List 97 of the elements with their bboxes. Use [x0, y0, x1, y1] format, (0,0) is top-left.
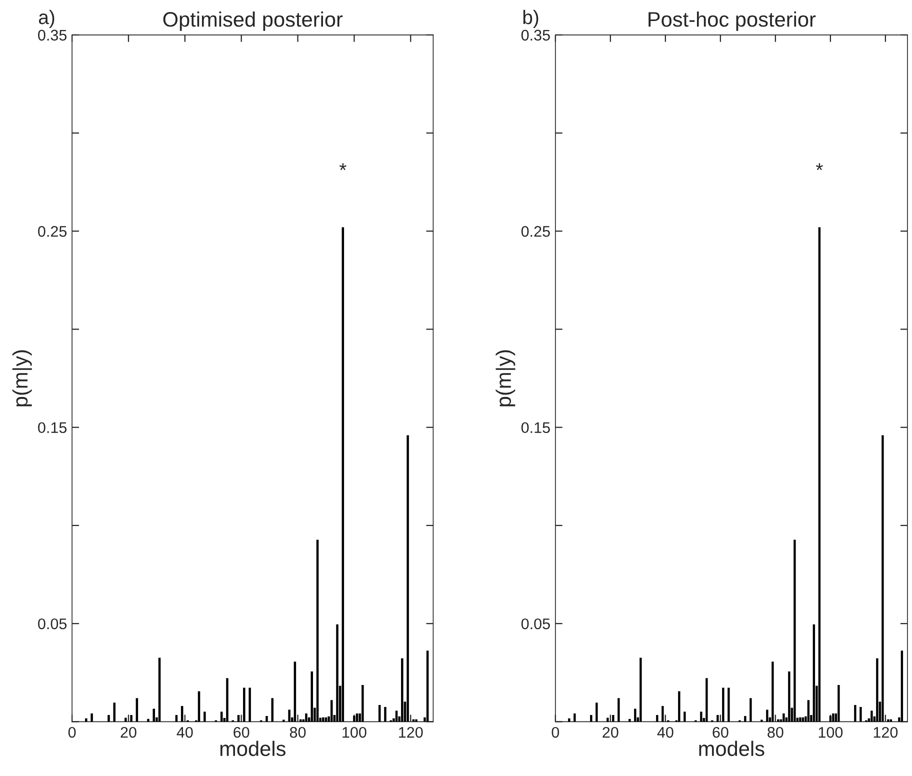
- bar: [606, 718, 609, 722]
- y-tick-label: 0.35: [521, 30, 550, 41]
- bar: [678, 691, 680, 722]
- x-tick-label: 40: [657, 726, 674, 738]
- bar: [243, 688, 246, 722]
- bar: [305, 713, 308, 722]
- bar: [330, 700, 333, 722]
- bar: [772, 662, 774, 722]
- bar: [85, 718, 88, 722]
- bar: [406, 435, 409, 722]
- bar: [401, 658, 404, 722]
- x-tick-label: 80: [290, 726, 306, 738]
- bar: [882, 435, 884, 722]
- bar: [248, 688, 251, 722]
- y-tick-label: 0.25: [38, 226, 67, 237]
- bar: [766, 710, 768, 722]
- bar: [838, 684, 840, 722]
- bar: [854, 705, 856, 722]
- bar: [226, 678, 228, 722]
- bar: [384, 706, 386, 722]
- bar: [568, 718, 570, 722]
- bar: [130, 715, 132, 722]
- bar: [124, 718, 127, 722]
- x-tick-label: 60: [234, 726, 250, 738]
- bar: [113, 702, 116, 722]
- bar: [266, 716, 268, 722]
- x-tick-label: 40: [176, 726, 193, 738]
- x-tick-label: 20: [602, 726, 618, 738]
- bar: [728, 688, 730, 722]
- bar: [887, 719, 890, 722]
- x-tick-label: 60: [712, 726, 728, 738]
- bar: [147, 718, 150, 722]
- x-tick-label: 80: [768, 726, 784, 738]
- bar: [870, 710, 873, 722]
- bar: [750, 698, 752, 722]
- bar: [876, 658, 878, 722]
- bar: [415, 719, 418, 722]
- y-tick-label: 0.05: [38, 618, 67, 630]
- bar: [684, 712, 686, 722]
- bar: [271, 698, 274, 722]
- bar: [807, 700, 810, 722]
- bar: [634, 708, 636, 722]
- bar: [152, 708, 155, 722]
- bar: [812, 624, 816, 722]
- bar: [362, 684, 364, 722]
- bar: [596, 702, 598, 722]
- bar: [706, 678, 708, 722]
- annotation: *: [816, 163, 823, 170]
- y-axis-title: p(m|y): [496, 350, 516, 406]
- text: a): [38, 10, 54, 28]
- bar: [662, 706, 664, 722]
- bar: [777, 719, 780, 722]
- y-tick-label: 0.35: [38, 30, 67, 41]
- annotation: *: [339, 163, 346, 170]
- bar: [590, 715, 592, 722]
- bar: [612, 715, 614, 722]
- bar: [716, 715, 719, 722]
- bar: [574, 713, 576, 722]
- bar: [818, 227, 821, 722]
- y-tick-label: 0.05: [521, 618, 550, 630]
- bar: [860, 706, 862, 722]
- x-tick-label: 120: [399, 726, 423, 738]
- bar: [628, 718, 631, 722]
- bar: [722, 688, 724, 722]
- x-tick-label: 100: [818, 726, 843, 738]
- x-tick-label: 120: [874, 726, 898, 738]
- x-tick-label: 100: [342, 726, 366, 738]
- y-axis-title: p(m|y): [12, 350, 32, 406]
- x-axis-title: models: [699, 740, 764, 756]
- x-axis-title: models: [220, 740, 286, 756]
- x-tick-label: 0: [68, 726, 76, 738]
- bar: [204, 712, 206, 722]
- bar: [700, 712, 702, 722]
- x-tick-label: 0: [552, 726, 560, 738]
- bar: [799, 717, 802, 722]
- bar: [322, 717, 324, 722]
- bar: [336, 624, 338, 722]
- chart-title: Post-hoc posterior: [648, 11, 816, 31]
- chart-title: Optimised posterior: [163, 11, 343, 31]
- bar: [788, 671, 790, 722]
- y-tick-label: 0.15: [38, 422, 67, 434]
- y-tick-label: 0.25: [521, 226, 550, 237]
- bar: [90, 713, 93, 722]
- bar: [832, 713, 834, 722]
- bar: [640, 658, 642, 722]
- bar: [656, 715, 658, 722]
- text: b): [523, 10, 538, 28]
- bar: [782, 713, 785, 722]
- bar: [794, 540, 796, 722]
- bar: [744, 716, 746, 722]
- y-tick-label: 0.15: [521, 422, 550, 434]
- bar: [618, 698, 620, 722]
- bar: [900, 650, 904, 722]
- x-tick-label: 20: [120, 726, 136, 738]
- bar: [108, 715, 110, 722]
- bar: [310, 671, 314, 722]
- bar: [288, 710, 290, 722]
